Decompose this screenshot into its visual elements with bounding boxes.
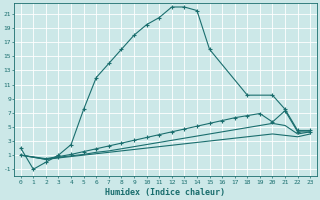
X-axis label: Humidex (Indice chaleur): Humidex (Indice chaleur) — [106, 188, 226, 197]
